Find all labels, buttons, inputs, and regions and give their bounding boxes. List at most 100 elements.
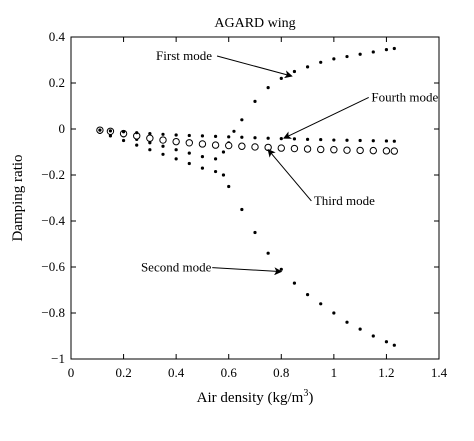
- data-point: [200, 166, 205, 170]
- x-axis-label-close: ): [308, 390, 313, 406]
- data-point: [279, 267, 283, 271]
- data-point: [227, 184, 231, 189]
- data-point: [253, 230, 257, 235]
- data-point: [332, 138, 336, 142]
- data-point: [232, 129, 236, 133]
- annotation-arrow: [267, 148, 312, 202]
- data-point: [390, 147, 399, 155]
- data-point: [371, 334, 375, 338]
- data-point: [317, 145, 325, 154]
- data-point: [146, 134, 154, 142]
- chart-title: AGARD wing: [214, 16, 295, 31]
- data-point: [292, 69, 297, 74]
- data-point: [174, 148, 178, 152]
- data-point: [200, 155, 205, 159]
- data-point: [159, 136, 167, 144]
- data-point: [384, 48, 389, 52]
- data-point: [238, 142, 246, 150]
- y-axis: 0.4 0.2 0 −0.2 −0.4 −0.6 −0.8 −1: [41, 29, 439, 366]
- data-point: [221, 173, 226, 177]
- data-point: [266, 136, 270, 140]
- y-tick-label: 0.2: [49, 75, 65, 90]
- data-point: [213, 134, 218, 138]
- data-point: [185, 139, 193, 147]
- annotation-label: Fourth mode: [371, 89, 438, 104]
- data-point: [221, 150, 226, 154]
- data-point: [358, 52, 362, 56]
- series-third-mode: [96, 126, 399, 155]
- data-point: [292, 137, 297, 141]
- data-point: [174, 133, 178, 137]
- data-point: [358, 327, 362, 331]
- data-point: [213, 169, 218, 174]
- data-point: [187, 161, 191, 166]
- data-point: [264, 143, 272, 152]
- data-point: [356, 146, 364, 155]
- data-point: [98, 128, 102, 132]
- data-point: [305, 293, 310, 297]
- data-point: [343, 146, 351, 154]
- data-point: [121, 138, 126, 143]
- x-tick-label: 0.8: [273, 365, 289, 380]
- data-point: [332, 57, 336, 61]
- x-tick-label: 0: [68, 365, 75, 380]
- data-point: [392, 46, 396, 51]
- x-axis-label-text: Air density (kg/m: [197, 390, 304, 406]
- data-point: [303, 145, 312, 153]
- data-point: [200, 134, 205, 138]
- data-point: [187, 151, 191, 155]
- data-point: [305, 137, 310, 141]
- y-tick-label: −1: [51, 351, 65, 366]
- data-point: [369, 146, 377, 155]
- annotation-label: Third mode: [314, 193, 375, 208]
- data-point: [266, 251, 270, 255]
- x-tick-label: 1.4: [431, 365, 448, 380]
- data-point: [187, 133, 191, 138]
- series-fourth-mode: [98, 128, 396, 143]
- x-tick-label: 0.4: [168, 365, 185, 380]
- data-point: [279, 76, 283, 80]
- data-point: [211, 141, 220, 149]
- data-point: [161, 144, 165, 148]
- annotation-layer: First mode Fourth mode Third mode Second mo…: [141, 48, 438, 276]
- data-point: [108, 129, 113, 133]
- data-point: [227, 135, 231, 139]
- data-point: [148, 141, 152, 145]
- data-point: [225, 141, 233, 150]
- data-point: [135, 143, 139, 147]
- data-point: [174, 157, 178, 161]
- data-point: [240, 207, 244, 212]
- y-tick-label: −0.4: [41, 213, 65, 228]
- y-tick-label: −0.2: [41, 167, 65, 182]
- data-point: [330, 146, 338, 154]
- y-tick-label: 0: [59, 121, 66, 136]
- y-tick-label: −0.8: [41, 305, 65, 320]
- annotation-label: First mode: [156, 48, 212, 63]
- data-point: [290, 144, 299, 153]
- data-point: [161, 132, 165, 136]
- x-axis-label: Air density (kg/m3): [197, 388, 314, 406]
- data-point: [345, 138, 349, 142]
- y-axis-label: Damping ratio: [10, 154, 26, 241]
- data-point: [266, 86, 270, 90]
- x-tick-label: 1: [331, 365, 338, 380]
- data-point: [213, 157, 218, 161]
- x-axis-label-superscript: 3: [303, 388, 308, 399]
- data-point: [384, 139, 389, 143]
- data-point: [172, 137, 180, 146]
- data-point: [135, 131, 139, 135]
- data-point: [382, 147, 391, 155]
- plot-frame: [70, 36, 440, 360]
- data-point: [392, 343, 396, 347]
- data-point: [148, 148, 152, 152]
- annotation-arrow: [212, 267, 283, 276]
- data-point: [319, 137, 323, 142]
- y-tick-label: 0.4: [49, 29, 66, 44]
- data-point: [253, 136, 257, 140]
- data-point: [277, 144, 285, 152]
- series-layer: [96, 46, 399, 347]
- x-tick-label: 1.2: [378, 365, 394, 380]
- data-point: [108, 134, 113, 138]
- data-point: [240, 118, 244, 122]
